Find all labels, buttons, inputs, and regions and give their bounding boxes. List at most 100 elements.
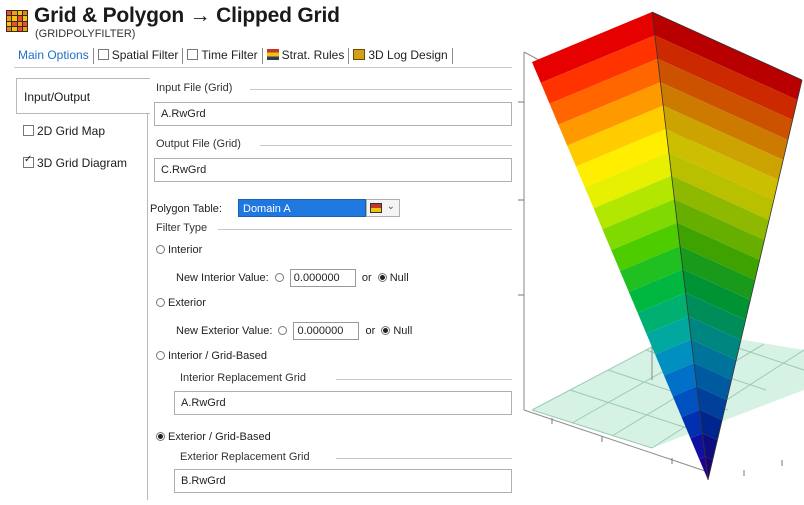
interior-replacement-field[interactable]: A.RwGrd bbox=[174, 391, 512, 415]
interior-grid-option[interactable]: Interior / Grid-Based bbox=[156, 350, 267, 362]
dialog-title: Grid & Polygon → Clipped Grid bbox=[34, 4, 340, 27]
tab-main-options[interactable]: Main Options bbox=[18, 48, 89, 62]
surface-band-left bbox=[637, 292, 689, 334]
surface-band-left bbox=[611, 222, 680, 271]
grid-2d-checkbox[interactable] bbox=[23, 125, 34, 137]
exterior-value-radio[interactable] bbox=[278, 325, 288, 335]
exterior-grid-label: Exterior / Grid-Based bbox=[168, 431, 271, 443]
log-design-icon bbox=[353, 49, 366, 61]
input-file-field[interactable]: A.RwGrd bbox=[154, 102, 512, 126]
dialog-subtitle: (GRIDPOLYFILTER) bbox=[35, 28, 136, 40]
output-file-field[interactable]: C.RwGrd bbox=[154, 158, 512, 182]
tab-bar: Main Options Spatial Filter Time Filter Str… bbox=[14, 45, 512, 68]
exterior-grid-radio[interactable] bbox=[156, 431, 165, 441]
gridpolyfilter-dialog: Grid & Polygon → Clipped Grid (GRIDPOLYF… bbox=[0, 0, 512, 500]
interior-label: Interior bbox=[168, 244, 203, 256]
surface-band-right bbox=[694, 363, 732, 400]
surface-band-right bbox=[688, 316, 741, 360]
grid-3d-checkbox[interactable] bbox=[23, 154, 34, 169]
group-line bbox=[218, 229, 512, 230]
surface-band-right bbox=[660, 82, 788, 160]
surface-band-right bbox=[654, 35, 798, 120]
input-file-label: Input File (Grid) bbox=[156, 82, 233, 94]
3d-diagram-svg bbox=[518, 11, 804, 481]
null-label: Null bbox=[393, 324, 413, 337]
surface-band-left bbox=[558, 82, 664, 146]
surface-band-right bbox=[682, 269, 751, 320]
surface-band-left bbox=[567, 105, 666, 167]
interior-grid-radio[interactable] bbox=[156, 350, 165, 360]
surface-right-face bbox=[652, 12, 802, 480]
tab-strat-rules[interactable]: Strat. Rules bbox=[263, 45, 349, 66]
nav-2d-grid-map[interactable]: 2D Grid Map bbox=[23, 124, 105, 138]
surface-band-left bbox=[540, 35, 658, 104]
exterior-label: Exterior bbox=[168, 297, 206, 309]
interior-value-radio[interactable] bbox=[274, 272, 284, 282]
or-text: or bbox=[361, 271, 372, 284]
surface-band-left bbox=[690, 433, 706, 460]
tab-separator bbox=[92, 48, 94, 64]
polygon-table-select[interactable]: Domain A bbox=[238, 199, 366, 217]
interior-option[interactable]: Interior bbox=[156, 244, 202, 256]
title-row: Grid & Polygon → Clipped Grid (GRIDPOLYF… bbox=[4, 4, 512, 44]
group-line bbox=[336, 458, 512, 459]
surface-band-left bbox=[549, 58, 661, 125]
axis-ticks bbox=[518, 101, 783, 476]
tab-separator bbox=[348, 48, 350, 64]
nav-3d-grid-diagram-label: 3D Grid Diagram bbox=[37, 156, 128, 170]
surface-band-right bbox=[691, 339, 737, 380]
polygon-table-dropdown-button[interactable]: ⌄ bbox=[366, 199, 400, 217]
surface-band-left bbox=[628, 269, 686, 313]
nav-input-output[interactable]: Input/Output bbox=[16, 78, 150, 114]
interior-null-radio[interactable] bbox=[377, 272, 387, 282]
tab-separator bbox=[261, 48, 263, 64]
surface-band-right bbox=[674, 199, 765, 260]
nav-2d-grid-map-label: 2D Grid Map bbox=[37, 124, 106, 138]
surface-band-right bbox=[663, 105, 784, 180]
surface-band-right bbox=[666, 129, 779, 200]
surface-band-right bbox=[696, 386, 727, 420]
surface-band-right bbox=[668, 152, 774, 220]
surface-band-right bbox=[680, 246, 755, 300]
surface-band-left bbox=[602, 199, 678, 251]
surface-band-left bbox=[646, 316, 692, 355]
exterior-radio[interactable] bbox=[156, 297, 165, 307]
chevron-down-icon: ⌄ bbox=[386, 201, 395, 212]
surface-band-left bbox=[655, 339, 694, 376]
app-grid-icon bbox=[6, 10, 28, 32]
exterior-grid-option[interactable]: Exterior / Grid-Based bbox=[156, 431, 271, 443]
nav-3d-grid-diagram[interactable]: 3D Grid Diagram bbox=[23, 154, 128, 170]
exterior-replacement-label: Exterior Replacement Grid bbox=[180, 451, 310, 463]
surface-band-left bbox=[593, 175, 675, 230]
surface-band-right bbox=[671, 175, 770, 240]
spatial-filter-checkbox[interactable] bbox=[97, 49, 109, 61]
interior-value-input[interactable]: 0.000000 bbox=[289, 269, 356, 287]
table-icon bbox=[370, 203, 382, 213]
3d-grid-diagram-preview bbox=[512, 0, 804, 500]
surface-band-left bbox=[672, 386, 700, 418]
tab-time-filter-label: Time Filter bbox=[201, 48, 258, 62]
surface-left-face bbox=[532, 12, 708, 480]
surface-band-left bbox=[681, 409, 703, 439]
surface-band-right bbox=[657, 58, 793, 140]
tab-3d-log-design[interactable]: 3D Log Design bbox=[349, 45, 451, 66]
tab-separator bbox=[451, 48, 453, 64]
tab-time-filter[interactable]: Time Filter bbox=[183, 45, 261, 66]
exterior-value-input[interactable]: 0.000000 bbox=[293, 322, 360, 340]
new-exterior-label: New Exterior Value: bbox=[176, 324, 273, 337]
tab-strat-rules-label: Strat. Rules bbox=[281, 48, 345, 62]
interior-grid-label: Interior / Grid-Based bbox=[168, 350, 268, 362]
or-text: or bbox=[365, 324, 376, 337]
group-line bbox=[336, 379, 512, 380]
group-line bbox=[250, 89, 512, 90]
new-interior-label: New Interior Value: bbox=[176, 271, 269, 284]
tab-spatial-filter[interactable]: Spatial Filter bbox=[94, 45, 183, 66]
interior-radio[interactable] bbox=[156, 244, 165, 254]
new-exterior-row: New Exterior Value: 0.000000 or Null bbox=[176, 322, 412, 340]
exterior-replacement-field[interactable]: B.RwGrd bbox=[174, 469, 512, 493]
exterior-null-radio[interactable] bbox=[381, 325, 391, 335]
surface-band-right bbox=[652, 12, 802, 100]
exterior-option[interactable]: Exterior bbox=[156, 297, 206, 309]
surface-band-right bbox=[699, 409, 723, 440]
time-filter-checkbox[interactable] bbox=[187, 49, 199, 61]
